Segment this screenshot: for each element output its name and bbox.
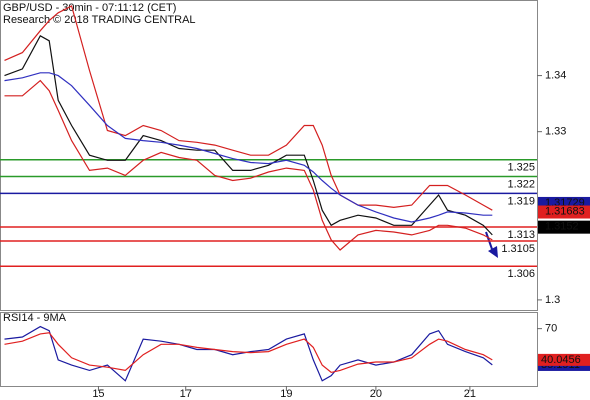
last-value-label: 40.0456 bbox=[541, 354, 581, 366]
x-tick-label: 21 bbox=[464, 388, 476, 400]
chart-title: GBP/USD - 30min - 07:11:12 (CET) bbox=[3, 2, 176, 14]
y-tick-label: 70 bbox=[545, 323, 557, 335]
forecast-arrow bbox=[485, 231, 494, 253]
chart-subtitle: Research © 2018 TRADING CENTRAL bbox=[3, 14, 196, 26]
price-label: 1.31683 bbox=[545, 205, 585, 217]
rsi-title: RSI14 - 9MA bbox=[3, 312, 67, 324]
series-line bbox=[4, 79, 493, 251]
level-label: 1.313 bbox=[507, 229, 535, 241]
x-tick-label: 19 bbox=[280, 388, 292, 400]
x-tick-label: 17 bbox=[180, 388, 192, 400]
x-tick-label: 20 bbox=[370, 388, 382, 400]
forecast-arrowhead bbox=[488, 246, 498, 258]
price-label: 1.3152 bbox=[545, 221, 579, 233]
series-line bbox=[4, 34, 493, 236]
series-line bbox=[4, 5, 493, 211]
price-panel bbox=[0, 0, 538, 311]
y-tick-label: 1.33 bbox=[545, 126, 566, 138]
price-box bbox=[538, 220, 590, 234]
level-label: 1.3105 bbox=[501, 243, 535, 255]
level-label: 1.325 bbox=[507, 162, 535, 174]
x-tick-label: 15 bbox=[92, 388, 104, 400]
rsi-panel bbox=[0, 312, 538, 387]
y-tick-label: 1.34 bbox=[545, 69, 566, 81]
y-tick-label: 1.3 bbox=[545, 294, 560, 306]
level-label: 1.319 bbox=[507, 195, 535, 207]
series-line bbox=[4, 332, 493, 374]
level-label: 1.306 bbox=[507, 268, 535, 280]
last-value-box bbox=[538, 353, 590, 366]
series-line bbox=[4, 72, 493, 223]
series-line bbox=[4, 325, 493, 382]
price-box bbox=[538, 205, 590, 219]
level-label: 1.322 bbox=[507, 178, 535, 190]
